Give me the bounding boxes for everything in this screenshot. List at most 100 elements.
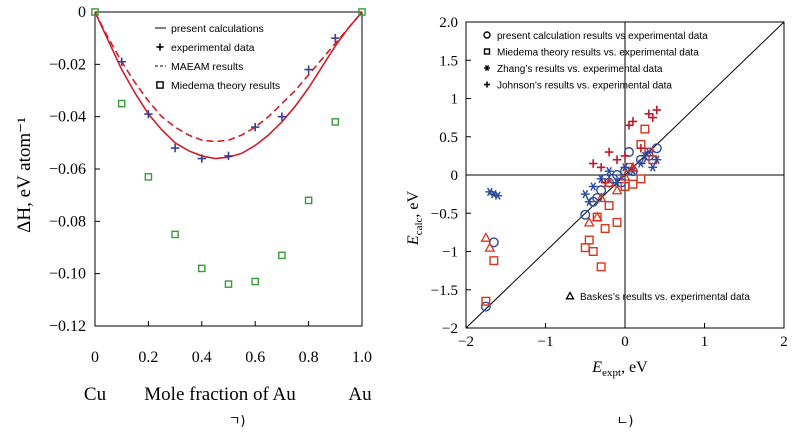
right-data-point-3 [624,120,634,130]
left-data-point-3 [304,196,313,205]
right-data-point-4 [591,211,603,222]
right-data-point-3 [652,105,662,115]
left-data-point-3-box [224,280,233,288]
right-data-point-3 [604,147,614,157]
right-data-point-1-box [600,224,610,234]
right-data-point-3 [612,155,622,164]
right-y-axis-label: Ecalc, eV [405,190,425,246]
right-data-point-4-tri [591,211,603,222]
right-data-point-1-box [628,179,638,189]
right-data-point-4 [619,170,631,181]
right-data-point-2-arm [586,197,593,207]
right-data-point-4-tri [619,170,631,181]
right-data-point-1 [636,174,646,184]
left-data-point-3-box [278,251,286,260]
right-data-point-1-box [640,124,650,134]
right-data-point-4-tri [583,216,595,227]
right-data-point-2 [584,197,594,207]
right-data-point-4 [480,232,492,242]
right-legend-entry: present calculation results vs experimen… [497,31,708,42]
right-data-point-2-arm [642,151,648,161]
left-data-point-3 [331,118,340,126]
right-data-point-3 [636,143,646,153]
right-data-point-1 [584,235,594,245]
right-data-point-2 [648,163,658,172]
left-series [91,8,366,288]
right-x-tick-label: −1 [538,334,554,350]
right-data-point-1-box [481,296,491,306]
legend-marker-icon [156,43,164,51]
left-y-tick-label: −0.04 [49,109,86,126]
right-legend-icon [483,48,491,55]
left-panel-label: ㄱ) [228,414,245,429]
right-data-point-2-arm [598,174,605,184]
right-legend-entry: Zhang’s results vs. experimental data [497,64,663,75]
left-x-tick-label: 1.0 [352,349,372,366]
right-data-point-1-box [636,174,646,184]
right-data-point-2 [580,189,590,199]
right-data-point-0 [580,209,591,220]
right-data-point-1-box [612,217,622,227]
right-data-point-0-ring [651,143,662,154]
right-x-tick-label: 1 [701,334,709,350]
right-data-point-3 [648,113,658,122]
left-data-point-3-box [304,196,313,205]
right-x-axis-label: Eexpt, eV [591,359,648,379]
right-data-point-1 [588,246,598,256]
right-x-tick-label: −2 [458,334,474,350]
right-data-point-4 [611,184,623,195]
left-data-point-3-box [91,8,99,16]
right-data-point-2-arm [645,147,652,157]
right-data-point-4-tri [480,232,492,242]
right-x-tick-label: 0 [621,334,629,350]
left-legend-entry: experimental data [171,42,255,54]
left-data-point-2 [277,112,287,121]
right-data-point-4-tri [484,242,496,252]
left-data-point-3-box [251,277,260,286]
right-data-point-1 [481,296,491,306]
left-data-point-3 [358,8,366,16]
left-ticks: 0 0.2 0.4 0.6 0.8 1.0 0 −0.02 −0.04 −0.06 −0.08 −0.… [49,4,372,366]
legend-marker-icon-box [156,81,164,89]
left-chart: 0 0.2 0.4 0.6 0.8 1.0 0 −0.02 −0.04 −0.06 −0.08 −0.… [14,4,372,429]
right-data-point-0 [612,169,623,180]
right-data-point-2 [604,166,614,176]
left-data-point-3-box [358,8,366,16]
right-legend-icon-ring [483,31,491,39]
right-legend-baskes-icon [565,291,575,300]
left-data-point-2 [224,151,233,161]
left-y-tick-label: −0.02 [49,56,86,73]
right-data-point-1-box [588,246,598,256]
right-data-point-2 [644,147,654,157]
left-data-point-3 [117,99,126,108]
left-data-point-3-box [171,230,179,239]
left-data-point-3 [144,173,153,181]
right-data-point-2-arm [614,178,620,187]
right-data-point-1 [596,262,606,272]
right-data-point-0 [623,147,634,158]
left-y-tick-label: −0.06 [49,161,86,178]
right-data-point-0 [592,192,603,203]
right-data-point-1 [628,179,638,189]
right-data-point-2 [493,191,503,200]
left-data-point-3-box [197,264,206,273]
right-data-point-4 [603,177,615,187]
left-data-point-2 [144,109,153,119]
right-y-tick-label: −0.5 [431,206,458,222]
right-data-point-2-arm [590,182,597,191]
right-data-point-2 [640,151,650,161]
right-data-point-4 [595,192,607,203]
right-data-point-2-arm [649,163,656,172]
left-legend-entry: MAEAM results [171,61,243,73]
right-data-point-0-ring [623,147,634,158]
left-data-point-3 [278,251,286,260]
right-y-tick-label: 0.5 [439,130,458,146]
left-data-point-3-box [331,118,340,126]
right-legend-entry: Miedema theory results vs. experimental … [497,48,699,59]
left-y-tick-label: 0 [78,4,86,21]
left-x-tick-label: 0.8 [299,349,319,366]
right-data-point-1 [612,217,622,227]
right-data-point-2 [596,174,606,184]
left-y-tick-label: −0.08 [49,213,86,230]
